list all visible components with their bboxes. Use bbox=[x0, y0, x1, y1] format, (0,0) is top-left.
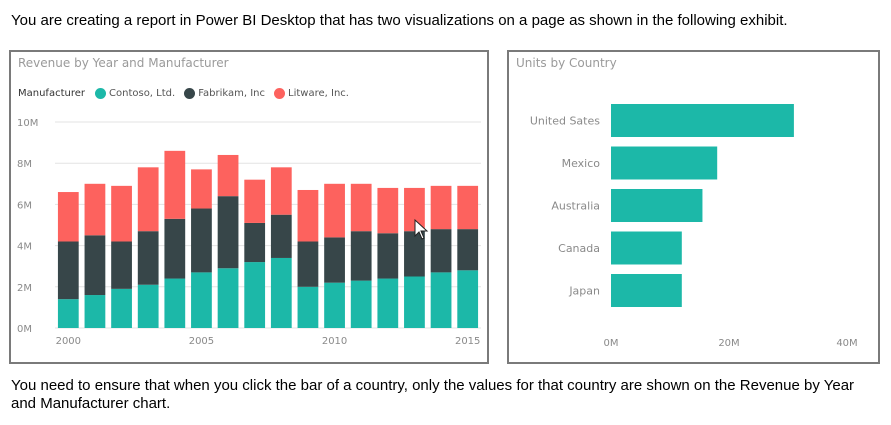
bar-2015-series-0[interactable] bbox=[457, 270, 479, 328]
bar-2013-series-2[interactable] bbox=[404, 187, 425, 232]
x-tick-label: 2005 bbox=[189, 336, 214, 347]
bar-2005-series-0[interactable] bbox=[191, 272, 212, 328]
x-tick-label: 40M bbox=[836, 338, 857, 349]
country-bar[interactable] bbox=[611, 274, 682, 307]
bar-2012-series-1[interactable] bbox=[377, 233, 399, 279]
bar-2001-series-1[interactable] bbox=[84, 235, 106, 296]
bar-2008-series-1[interactable] bbox=[270, 214, 292, 258]
x-tick-label: 0M bbox=[604, 338, 619, 349]
bar-2008-series-2[interactable] bbox=[270, 167, 292, 215]
legend-dot-contoso bbox=[95, 88, 106, 99]
y-tick-label: 0M bbox=[17, 324, 32, 335]
bar-2002-series-1[interactable] bbox=[111, 241, 132, 289]
units-chart-title: Units by Country bbox=[516, 56, 617, 70]
legend-item-fabrikam[interactable]: Fabrikam, Inc bbox=[184, 88, 265, 99]
units-chart-plot: 0M 20M 40M United Sates Mexico Australia Canad… bbox=[530, 104, 858, 349]
bar-2010-series-1[interactable] bbox=[324, 237, 345, 283]
bar-2004-series-2[interactable] bbox=[164, 150, 186, 219]
bar-2012-series-2[interactable] bbox=[377, 187, 399, 234]
x-tick-label: 2000 bbox=[56, 336, 81, 347]
y-tick-label: 10M bbox=[17, 118, 38, 129]
revenue-chart-title: Revenue by Year and Manufacturer bbox=[18, 56, 229, 70]
bar-2011-series-1[interactable] bbox=[350, 231, 372, 281]
bar-2002-series-2[interactable] bbox=[111, 185, 132, 242]
bar-2015-series-1[interactable] bbox=[457, 229, 479, 271]
bar-2000-series-2[interactable] bbox=[57, 192, 79, 242]
country-label: Japan bbox=[568, 285, 600, 298]
bar-2007-series-1[interactable] bbox=[244, 222, 266, 263]
legend-label-contoso: Contoso, Ltd. bbox=[109, 88, 176, 99]
country-label: Canada bbox=[558, 242, 600, 255]
legend-item-contoso[interactable]: Contoso, Ltd. bbox=[95, 88, 175, 99]
bar-2004-series-0[interactable] bbox=[164, 278, 186, 328]
country-label: United Sates bbox=[530, 115, 600, 128]
x-tick-label: 2010 bbox=[322, 336, 347, 347]
y-tick-label: 6M bbox=[17, 200, 32, 211]
bar-2002-series-0[interactable] bbox=[111, 288, 132, 328]
bar-2011-series-0[interactable] bbox=[350, 280, 372, 328]
legend-item-litware[interactable]: Litware, Inc. bbox=[274, 88, 349, 99]
bar-2014-series-0[interactable] bbox=[430, 272, 452, 328]
cursor-arrow-icon bbox=[414, 218, 429, 240]
country-label: Mexico bbox=[562, 157, 601, 170]
question-text: You are creating a report in Power BI De… bbox=[11, 12, 788, 29]
bar-2001-series-0[interactable] bbox=[84, 295, 106, 328]
bar-2010-series-2[interactable] bbox=[324, 183, 345, 238]
bar-2003-series-0[interactable] bbox=[137, 284, 159, 328]
bar-2000-series-0[interactable] bbox=[57, 299, 79, 328]
bar-2006-series-0[interactable] bbox=[217, 268, 239, 328]
bar-2010-series-0[interactable] bbox=[324, 282, 345, 328]
bar-2004-series-1[interactable] bbox=[164, 218, 186, 279]
bar-2011-series-2[interactable] bbox=[350, 183, 372, 232]
bar-2000-series-1[interactable] bbox=[57, 241, 79, 300]
bar-2014-series-1[interactable] bbox=[430, 229, 452, 273]
legend-dot-fabrikam bbox=[184, 88, 196, 99]
country-bar[interactable] bbox=[611, 231, 682, 265]
bar-2003-series-1[interactable] bbox=[137, 231, 159, 285]
y-tick-label: 2M bbox=[17, 283, 32, 294]
x-tick-label: 2015 bbox=[455, 336, 480, 347]
country-bar[interactable] bbox=[611, 104, 794, 137]
bar-2009-series-1[interactable] bbox=[297, 241, 319, 287]
bar-2015-series-2[interactable] bbox=[457, 185, 479, 230]
bar-2012-series-0[interactable] bbox=[377, 278, 399, 328]
bar-2014-series-2[interactable] bbox=[430, 185, 452, 230]
revenue-chart-panel[interactable]: Revenue by Year and Manufacturer Manufac… bbox=[9, 50, 489, 364]
revenue-chart-legend: Manufacturer Contoso, Ltd. Fabrikam, Inc… bbox=[18, 88, 358, 99]
y-tick-label: 8M bbox=[17, 159, 32, 170]
bar-2009-series-0[interactable] bbox=[297, 286, 319, 328]
bar-2001-series-2[interactable] bbox=[84, 183, 106, 236]
revenue-chart-plot: 0M 2M 4M 6M 8M 10M 2000 2005 2010 2015 bbox=[17, 118, 481, 347]
bar-2005-series-1[interactable] bbox=[191, 208, 212, 273]
footer-text: You need to ensure that when you click t… bbox=[11, 377, 855, 412]
bar-2013-series-1[interactable] bbox=[404, 231, 425, 277]
legend-label-fabrikam: Fabrikam, Inc bbox=[198, 88, 266, 99]
bar-2013-series-0[interactable] bbox=[404, 276, 425, 329]
bar-2003-series-2[interactable] bbox=[137, 167, 159, 232]
legend-label-litware: Litware, Inc. bbox=[288, 88, 349, 99]
country-bar[interactable] bbox=[611, 189, 703, 222]
legend-dot-litware bbox=[274, 88, 286, 99]
bar-2006-series-2[interactable] bbox=[217, 154, 239, 197]
legend-title: Manufacturer bbox=[18, 88, 85, 99]
bar-2009-series-2[interactable] bbox=[297, 189, 319, 242]
bar-2005-series-2[interactable] bbox=[191, 169, 212, 209]
y-tick-label: 4M bbox=[17, 242, 32, 253]
bar-2006-series-1[interactable] bbox=[217, 196, 239, 269]
bar-2007-series-2[interactable] bbox=[244, 179, 266, 223]
x-tick-label: 20M bbox=[718, 338, 739, 349]
country-bar[interactable] bbox=[611, 146, 718, 180]
country-label: Australia bbox=[551, 200, 600, 213]
bar-2007-series-0[interactable] bbox=[244, 262, 266, 328]
bar-2008-series-0[interactable] bbox=[270, 257, 292, 328]
units-chart-panel[interactable]: Units by Country 0M 20M 40M United Sates Mex… bbox=[507, 50, 880, 364]
